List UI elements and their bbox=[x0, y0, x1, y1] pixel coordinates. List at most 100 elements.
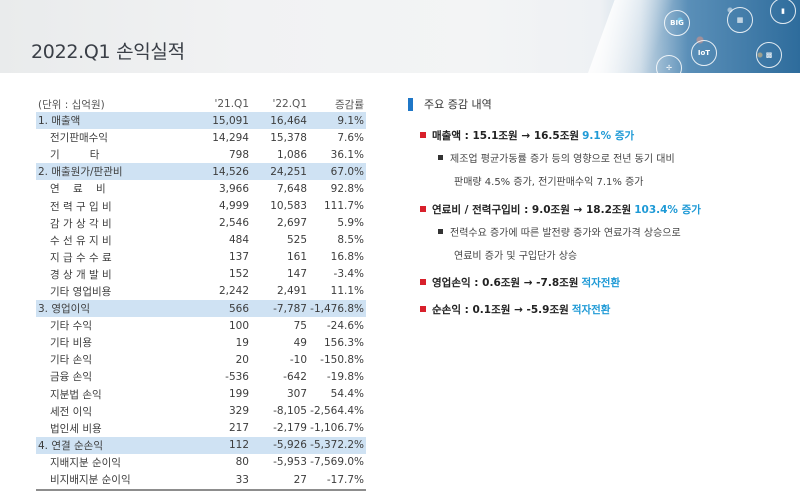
row-label: 기 타 bbox=[50, 149, 100, 162]
value-change: -2,564.4% bbox=[310, 405, 364, 418]
row-label: 법인세 비용 bbox=[50, 422, 102, 435]
value-change: -150.8% bbox=[320, 353, 364, 366]
table-section-row: 4. 연결 순손익 112 -5,926 -5,372.2% bbox=[36, 436, 366, 454]
red-bullet-icon bbox=[420, 206, 426, 212]
table-row: 연 료 비 3,966 7,648 92.8% bbox=[36, 180, 366, 197]
value-21q1: 2,242 bbox=[218, 285, 249, 298]
page-title: 2022.Q1 손익실적 bbox=[31, 41, 185, 63]
row-label: 경 상 개 발 비 bbox=[50, 268, 112, 281]
table-row: 기타 수익 100 75 -24.6% bbox=[36, 317, 366, 334]
value-22q1: 49 bbox=[293, 336, 307, 349]
row-label: 지 급 수 수 료 bbox=[50, 251, 112, 264]
row-label: 수 선 유 지 비 bbox=[50, 234, 112, 247]
column-header-change: 증감률 bbox=[335, 98, 364, 111]
iot-icon: IoT bbox=[691, 40, 717, 66]
value-change: 11.1% bbox=[330, 285, 364, 298]
table-row: 비지배지분 순이익 33 27 -17.7% bbox=[36, 471, 366, 488]
value-21q1: 199 bbox=[228, 388, 249, 401]
section-marker-icon bbox=[408, 97, 413, 111]
value-22q1: -642 bbox=[283, 370, 307, 383]
income-statement-table: (단위 : 십억원) '21.Q1 '22.Q1 증감률 1. 매출액 15,09… bbox=[36, 96, 366, 492]
dark-bullet-icon bbox=[438, 228, 443, 234]
value-change: 36.1% bbox=[330, 148, 364, 161]
value-22q1: -8,105 bbox=[273, 405, 307, 418]
value-21q1: 2,546 bbox=[218, 217, 249, 230]
wind-turbine-icon: ✢ bbox=[656, 55, 682, 73]
value-22q1: 10,583 bbox=[270, 200, 307, 213]
summary-item-net-income: 순손익 : 0.1조원 → -5.9조원 적자전환 bbox=[420, 301, 798, 317]
table-section-row: 3. 영업이익 566 -7,787 -1,476.8% bbox=[36, 300, 366, 318]
table-row: 감 가 상 각 비 2,546 2,697 5.9% bbox=[36, 215, 366, 232]
value-22q1: 161 bbox=[286, 251, 307, 264]
summary-subitem-revenue: 제조업 평균가동률 증가 등의 영향으로 전년 동기 대비 bbox=[438, 150, 798, 165]
value-change: -17.7% bbox=[326, 473, 364, 486]
summary-panel: 주요 증감 내역 매출액 : 15.1조원 → 16.5조원 9.1% 증가 제… bbox=[408, 95, 798, 317]
summary-item-text: 연료비 / 전력구입비 : 9.0조원 → 18.2조원 bbox=[432, 203, 632, 216]
value-22q1: -5,953 bbox=[273, 456, 307, 469]
value-change: 156.3% bbox=[323, 336, 364, 349]
summary-subitem-text: 전력수요 증가에 따른 발전량 증가와 연료가격 상승으로 bbox=[450, 227, 681, 239]
row-label: 금융 손익 bbox=[50, 371, 92, 384]
value-22q1: 16,464 bbox=[270, 114, 307, 127]
table-row: 수 선 유 지 비 484 525 8.5% bbox=[36, 232, 366, 249]
table-section-row: 2. 매출원가/판관비 14,526 24,251 67.0% bbox=[36, 163, 366, 181]
summary-subitem-continuation: 연료비 증가 및 구입단가 상승 bbox=[454, 250, 578, 262]
value-21q1: 33 bbox=[235, 473, 249, 486]
summary-subitem-text: 제조업 평균가동률 증가 등의 영향으로 전년 동기 대비 bbox=[450, 153, 675, 165]
table-section-row: 1. 매출액 15,091 16,464 9.1% bbox=[36, 112, 366, 130]
summary-item-accent: 9.1% 증가 bbox=[582, 129, 635, 142]
value-21q1: 19 bbox=[235, 336, 249, 349]
unit-label: (단위 : 십억원) bbox=[38, 98, 105, 111]
value-22q1: 75 bbox=[293, 319, 307, 332]
value-22q1: 7,648 bbox=[276, 182, 307, 195]
value-change: 8.5% bbox=[337, 234, 364, 247]
table-row: 기타 손익 20 -10 -150.8% bbox=[36, 351, 366, 368]
value-22q1: -2,179 bbox=[273, 422, 307, 435]
value-21q1: 100 bbox=[228, 319, 249, 332]
value-22q1: -10 bbox=[289, 353, 307, 366]
value-21q1: 4,999 bbox=[218, 200, 249, 213]
value-change: -1,106.7% bbox=[310, 422, 364, 435]
row-label: 기타 수익 bbox=[50, 320, 92, 333]
value-change: -1,476.8% bbox=[310, 302, 364, 315]
value-21q1: 217 bbox=[228, 422, 249, 435]
table-row: 전기판매수익 14,294 15,378 7.6% bbox=[36, 129, 366, 146]
summary-subitem-continuation: 판매량 4.5% 증가, 전기판매수익 7.1% 증가 bbox=[454, 176, 644, 188]
value-21q1: 798 bbox=[228, 148, 249, 161]
value-21q1: 20 bbox=[235, 353, 249, 366]
value-change: 7.6% bbox=[337, 131, 364, 144]
battery-icon: ▮ bbox=[770, 0, 796, 24]
red-bullet-icon bbox=[420, 279, 426, 285]
value-change: -19.8% bbox=[326, 370, 364, 383]
table-row: 지 급 수 수 료 137 161 16.8% bbox=[36, 249, 366, 266]
row-label: 2. 매출원가/판관비 bbox=[38, 166, 123, 179]
big-data-icon: BIG bbox=[664, 10, 690, 36]
red-bullet-icon bbox=[420, 306, 426, 312]
value-21q1: 14,294 bbox=[212, 131, 249, 144]
row-label: 전기판매수익 bbox=[50, 132, 108, 145]
table-row: 기타 영업비용 2,242 2,491 11.1% bbox=[36, 283, 366, 300]
row-label: 연 료 비 bbox=[50, 183, 106, 196]
value-22q1: 147 bbox=[286, 268, 307, 281]
value-22q1: -5,926 bbox=[273, 439, 307, 452]
row-label: 전 력 구 입 비 bbox=[50, 200, 112, 213]
value-21q1: 15,091 bbox=[212, 114, 249, 127]
column-header-22q1: '22.Q1 bbox=[272, 98, 307, 110]
row-label: 세전 이익 bbox=[50, 405, 92, 418]
table-row: 경 상 개 발 비 152 147 -3.4% bbox=[36, 266, 366, 283]
value-change: 16.8% bbox=[330, 251, 364, 264]
value-21q1: 329 bbox=[228, 405, 249, 418]
row-label: 비지배지분 순이익 bbox=[50, 474, 131, 487]
value-22q1: 2,491 bbox=[276, 285, 307, 298]
table-bottom-border bbox=[36, 489, 366, 492]
value-22q1: 307 bbox=[286, 388, 307, 401]
row-label: 기타 손익 bbox=[50, 354, 92, 367]
summary-item-accent: 103.4% 증가 bbox=[634, 203, 701, 216]
summary-item-accent: 적자전환 bbox=[581, 276, 621, 289]
table-row: 전 력 구 입 비 4,999 10,583 111.7% bbox=[36, 197, 366, 214]
value-21q1: 152 bbox=[228, 268, 249, 281]
summary-subitem-fuel-cost: 전력수요 증가에 따른 발전량 증가와 연료가격 상승으로 bbox=[438, 224, 798, 239]
value-change: 5.9% bbox=[337, 217, 364, 230]
summary-item-text: 매출액 : 15.1조원 → 16.5조원 bbox=[432, 129, 580, 142]
summary-title: 주요 증감 내역 bbox=[424, 98, 492, 111]
